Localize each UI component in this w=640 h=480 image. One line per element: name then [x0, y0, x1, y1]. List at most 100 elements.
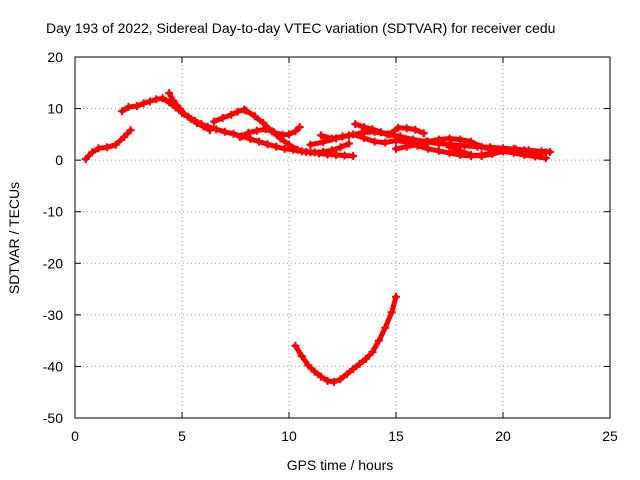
data-point — [368, 348, 377, 356]
data-point — [456, 135, 465, 144]
x-tick-label: 20 — [495, 428, 511, 444]
data-point — [220, 127, 229, 136]
data-point — [205, 126, 214, 135]
data-point — [327, 134, 336, 143]
data-point — [304, 361, 313, 370]
data-point — [392, 292, 400, 301]
y-tick-label: 20 — [47, 49, 63, 65]
data-point — [445, 143, 454, 152]
data-point — [233, 107, 242, 116]
data-point — [392, 144, 400, 153]
data-point — [145, 97, 154, 106]
data-point — [285, 130, 293, 139]
data-point — [295, 123, 304, 132]
data-point — [81, 155, 90, 164]
data-point — [531, 152, 540, 161]
series-trace — [292, 294, 399, 385]
data-point — [94, 144, 103, 153]
data-point — [227, 110, 236, 119]
x-tick-label: 10 — [281, 428, 297, 444]
series-arc-1 — [81, 126, 135, 164]
data-point — [246, 135, 255, 143]
data-point — [199, 122, 208, 131]
data-point — [291, 341, 300, 350]
chart-title: Day 193 of 2022, Sidereal Day-to-day VTE… — [46, 20, 555, 36]
x-tick-label: 15 — [388, 428, 404, 444]
data-point — [381, 323, 390, 332]
y-tick-label: -40 — [43, 358, 63, 374]
data-point — [340, 151, 349, 160]
data-point — [460, 141, 469, 150]
data-point — [175, 104, 184, 113]
data-point — [349, 365, 358, 373]
series-trace — [119, 95, 356, 159]
y-tick-label: -10 — [43, 204, 63, 220]
data-point — [103, 143, 112, 152]
data-point — [381, 138, 390, 147]
x-tick-label: 0 — [71, 428, 79, 444]
data-point — [310, 367, 319, 376]
series-trace — [447, 144, 549, 161]
data-point — [317, 131, 326, 140]
data-point — [477, 152, 486, 160]
data-point — [327, 146, 336, 155]
data-point — [355, 359, 364, 368]
data-point — [392, 136, 400, 145]
data-point — [133, 102, 142, 110]
data-point — [297, 352, 306, 361]
data-point — [293, 145, 302, 154]
data-point — [456, 146, 465, 155]
data-point — [165, 89, 174, 98]
data-point — [285, 140, 293, 149]
data-point — [169, 96, 178, 105]
y-tick-label: -30 — [43, 307, 63, 323]
data-point — [263, 140, 272, 149]
data-point — [509, 148, 518, 157]
data-point — [385, 130, 394, 139]
data-point — [349, 152, 358, 160]
grid — [75, 57, 610, 418]
data-point — [291, 127, 300, 136]
data-point — [336, 375, 345, 384]
y-tick-label: 0 — [55, 152, 63, 168]
data-point — [520, 151, 529, 159]
data-point — [310, 148, 319, 157]
data-point — [193, 119, 201, 127]
data-point — [445, 134, 454, 143]
data-point — [255, 137, 263, 146]
data-point — [336, 143, 345, 152]
data-point — [359, 134, 368, 142]
data-point — [252, 126, 261, 135]
data-point — [267, 127, 276, 136]
y-axis-label: SDTVAR / TECUs — [6, 182, 22, 294]
x-axis-label: GPS time / hours — [287, 457, 394, 473]
data-point — [387, 308, 396, 317]
data-point — [466, 151, 475, 159]
data-point — [126, 126, 135, 135]
data-point — [259, 119, 268, 127]
data-point — [210, 117, 219, 126]
data-point — [319, 147, 328, 156]
data-point — [272, 142, 281, 151]
plot-frame — [74, 56, 611, 419]
data-point — [329, 377, 338, 386]
data-point — [306, 140, 315, 149]
series-arc-3 — [165, 89, 214, 135]
x-tick-label: 5 — [178, 428, 186, 444]
data-point — [242, 106, 251, 115]
series-arc-11 — [445, 143, 550, 163]
data-point — [88, 148, 97, 157]
data-point — [250, 112, 259, 121]
data-point — [411, 125, 420, 134]
data-point — [362, 354, 370, 363]
data-point — [394, 123, 403, 132]
data-point — [359, 123, 368, 132]
data-point — [338, 132, 347, 141]
data-point — [374, 336, 383, 345]
data-point — [434, 135, 443, 144]
series-arc-12 — [291, 292, 400, 386]
data-point — [402, 124, 411, 133]
data-point — [118, 107, 127, 116]
series-layer — [81, 89, 555, 386]
data-point — [424, 137, 433, 146]
